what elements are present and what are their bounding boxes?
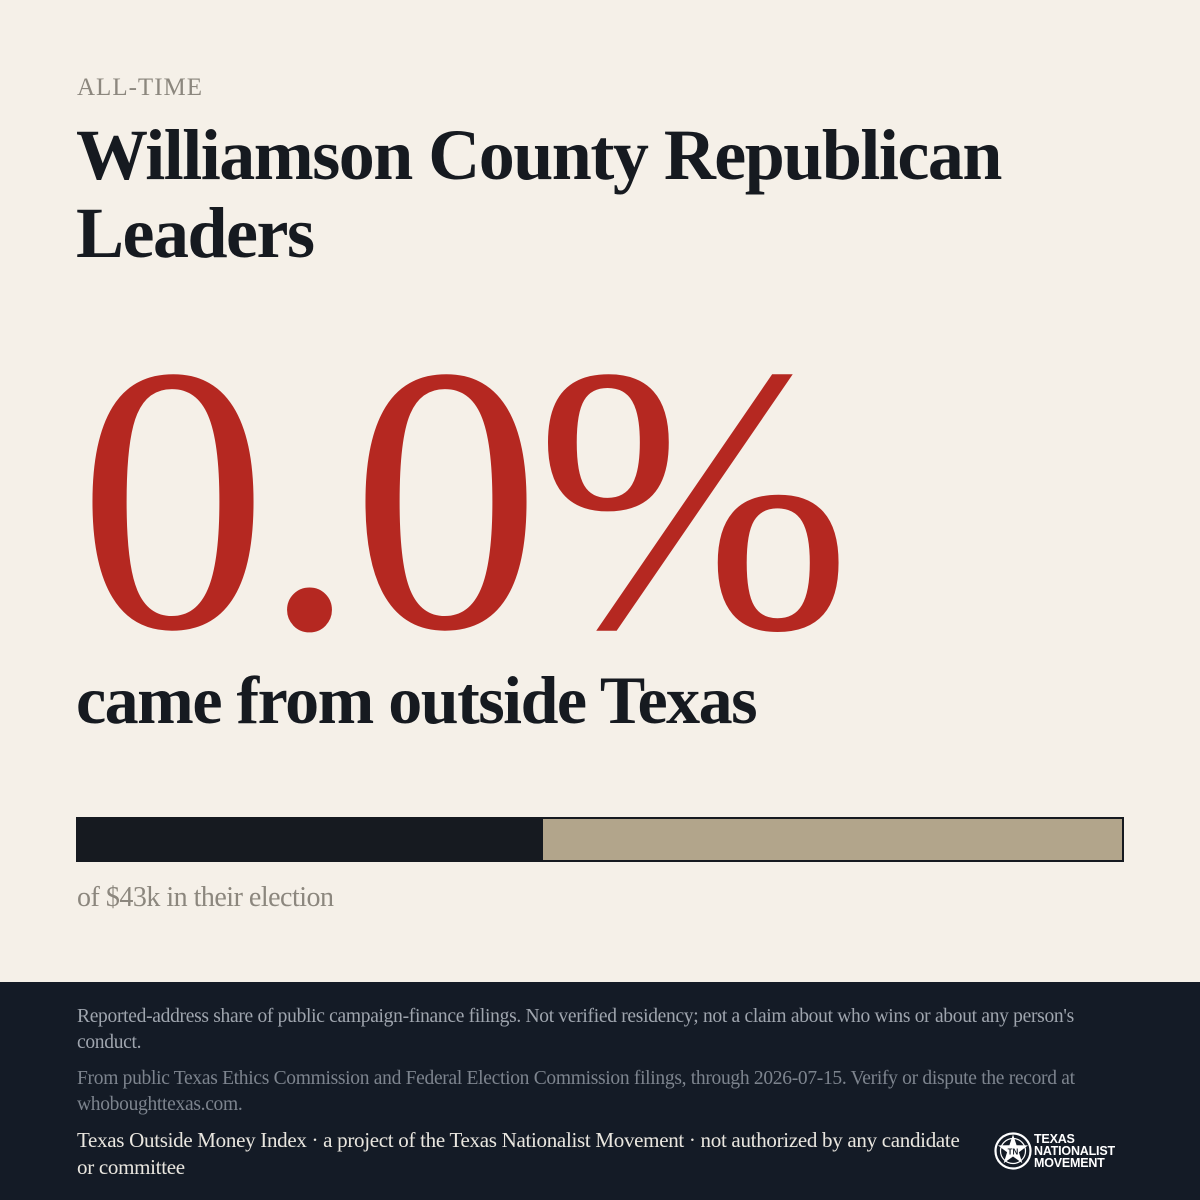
source-text: From public Texas Ethics Commission and … [77, 1068, 1075, 1115]
tnm-logo: TN TEXAS NATIONALIST MOVEMENT [993, 1131, 1115, 1171]
share-bar [76, 817, 1124, 862]
footer: Reported-address share of public campaig… [0, 982, 1200, 1200]
credit-text: Texas Outside Money Index · a project of… [77, 1128, 960, 1179]
outside-share-value: 0.0% [78, 289, 852, 710]
share-bar-fill [78, 819, 543, 860]
period-label: ALL-TIME [77, 74, 204, 101]
star-seal-icon: TN [994, 1132, 1032, 1170]
logo-line-3: MOVEMENT [1034, 1156, 1105, 1170]
logo-line-2: NATIONALIST [1034, 1144, 1115, 1158]
logo-wordmark: TEXAS NATIONALIST MOVEMENT [1034, 1132, 1115, 1170]
disclaimer-text: Reported-address share of public campaig… [77, 1006, 1074, 1053]
total-amount-note: of $43k in their election [77, 882, 334, 913]
outside-share-caption: came from outside Texas [76, 662, 758, 738]
page-title: Williamson County Republican Leaders [76, 115, 1002, 273]
svg-text:TN: TN [1008, 1148, 1019, 1157]
logo-line-1: TEXAS [1034, 1132, 1075, 1146]
